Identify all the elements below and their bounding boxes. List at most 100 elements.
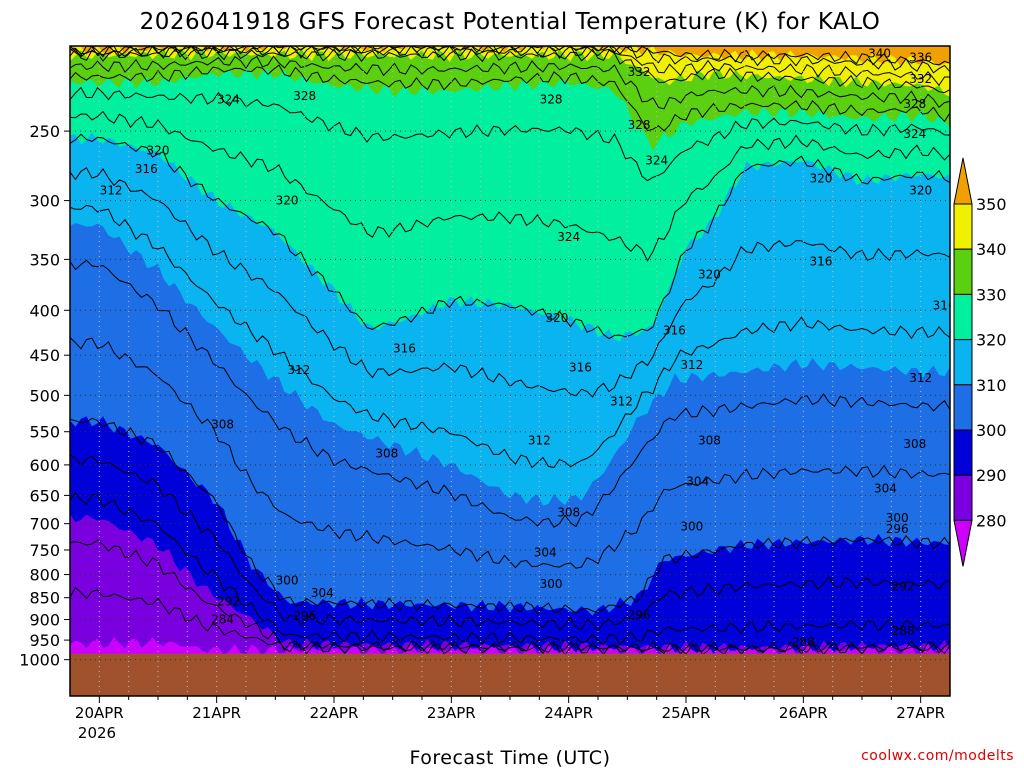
contour-label: 304: [311, 586, 334, 600]
colorbar-label: 310: [976, 376, 1007, 395]
x-axis-title: Forecast Time (UTC): [410, 747, 611, 768]
y-tick-label: 650: [29, 486, 60, 505]
contour-line-328: [70, 86, 950, 182]
y-tick-label: 900: [29, 610, 60, 629]
y-tick-label: 350: [29, 250, 60, 269]
contour-label: 296: [628, 608, 651, 622]
colorbar-top-arrow: [953, 157, 973, 205]
y-tick-label: 700: [29, 515, 60, 534]
contour-label: 288: [892, 624, 915, 638]
ground-layer: [70, 653, 950, 696]
y-tick-label: 400: [29, 301, 60, 320]
contour-label: 312: [610, 394, 633, 408]
contour-label: 316: [393, 341, 416, 355]
fill-band-above-340: [70, 46, 950, 97]
y-tick-label: 250: [29, 122, 60, 141]
contour-label: 320: [909, 183, 932, 197]
contour-label: 284: [211, 612, 234, 626]
contour-label: 324: [903, 127, 926, 141]
colorbar-swatch-330: [953, 248, 973, 295]
contour-line-336: [70, 55, 950, 110]
contour-label: 320: [276, 194, 299, 208]
contour-line-320: [70, 133, 950, 340]
contour-label: 288: [792, 635, 815, 649]
contour-label: 292: [892, 579, 915, 593]
colorbar-label: 340: [976, 240, 1007, 259]
x-tick-label: 26APR: [779, 704, 828, 722]
contour-label: 308: [903, 437, 926, 451]
colorbar-swatch-300: [953, 384, 973, 431]
contour-label: 308: [698, 434, 721, 448]
contour-line-348: [70, 46, 950, 74]
colorbar-swatch-320: [953, 293, 973, 341]
contour-label: 328: [903, 97, 926, 111]
contour-label: 328: [628, 118, 651, 132]
colorbar-swatch-340: [953, 203, 973, 250]
contour-label: 304: [534, 546, 557, 560]
y-tick-label: 300: [29, 192, 60, 211]
y-axis: 250 300 350 400 450 500 550 600 650 700 750 800 850 9…: [19, 122, 70, 670]
contour-label: 308: [375, 446, 398, 460]
x-tick-label: 24APR: [544, 704, 593, 722]
contour-label: 304: [874, 481, 897, 495]
colorbar-label: 330: [976, 285, 1007, 304]
contour-label: 316: [933, 298, 956, 312]
contour-label: 320: [545, 311, 568, 325]
colorbar-label: 290: [976, 466, 1007, 485]
y-tick-label: 850: [29, 589, 60, 608]
contour-line-300: [70, 417, 950, 616]
y-tick-label: 950: [29, 631, 60, 650]
contour-label: 296: [293, 609, 316, 623]
y-tick-label: 750: [29, 541, 60, 560]
fill-band-above-320: [70, 46, 950, 342]
colorbar-swatch-280: [953, 474, 973, 521]
contour-label: 308: [211, 418, 234, 432]
contour-label: 316: [809, 255, 832, 269]
contour-label: 316: [663, 324, 686, 338]
x-tick-label: 20APR: [75, 704, 124, 722]
contour-line-324: [70, 110, 950, 262]
x-tick-label: 25APR: [662, 704, 711, 722]
contour-label: 324: [217, 92, 240, 106]
contour-label: 312: [909, 371, 932, 385]
colorbar-label: 320: [976, 331, 1007, 350]
contour-label: 312: [100, 183, 123, 197]
contour-line-312: [70, 204, 950, 469]
grid-lines-layer: [70, 46, 950, 696]
contour-label: 328: [540, 92, 563, 106]
contour-label: 340: [868, 47, 891, 61]
colorbar-label: 350: [976, 195, 1007, 214]
contour-label: 300: [540, 577, 563, 591]
contour-label: 300: [680, 519, 703, 533]
chart-title: 2026041918 GFS Forecast Potential Temper…: [140, 9, 881, 35]
contour-label: 308: [557, 506, 580, 520]
colorbar-label: 280: [976, 511, 1007, 530]
contour-label: 324: [645, 153, 668, 167]
contour-label: 300: [276, 573, 299, 587]
x-tick-label: 23APR: [427, 704, 476, 722]
x-tick-label: 27APR: [896, 704, 945, 722]
contour-label: 320: [147, 143, 170, 157]
contour-label: 332: [909, 72, 932, 86]
y-tick-label: 500: [29, 386, 60, 405]
credit-link[interactable]: coolwx.com/modelts: [861, 748, 1014, 764]
contour-label: 312: [680, 358, 703, 372]
x-axis: 20APR 21APR 22APR 23APR 24APR 25APR 26APR 27APR: [75, 696, 945, 722]
x-year-label: 2026: [78, 724, 116, 742]
fill-band-above-350: [70, 46, 950, 67]
x-tick-label: 22APR: [310, 704, 359, 722]
colorbar-swatch-290: [953, 429, 973, 476]
contour-label: 312: [287, 363, 310, 377]
contour-label: 304: [686, 475, 709, 489]
y-tick-label: 800: [29, 566, 60, 585]
contour-label: 292: [217, 594, 240, 608]
contour-label: 320: [698, 267, 721, 281]
contour-label: 328: [293, 89, 316, 103]
ground-surface: [70, 653, 950, 696]
contour-label: 316: [135, 162, 158, 176]
contour-label: 332: [628, 65, 651, 79]
colorbar: 350 340 330 320 310 300 290 280: [953, 157, 1007, 567]
contour-label: 300: [886, 511, 909, 525]
colorbar-label: 300: [976, 421, 1007, 440]
